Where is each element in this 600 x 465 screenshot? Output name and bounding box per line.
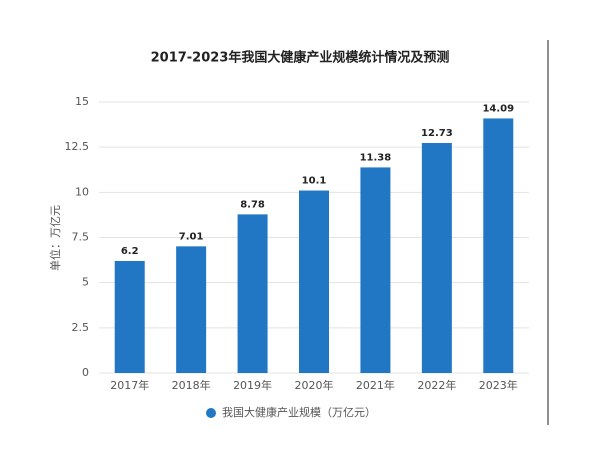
x-tick-label: 2019年	[233, 378, 272, 392]
legend-marker	[206, 408, 216, 418]
x-tick-label: 2018年	[172, 378, 211, 392]
y-tick-label: 5	[82, 276, 89, 289]
value-label: 7.01	[179, 231, 204, 242]
bar	[176, 246, 207, 373]
bar	[360, 167, 391, 373]
x-tick-label: 2023年	[479, 378, 518, 392]
x-tick-label: 2017年	[110, 378, 149, 392]
bar	[299, 190, 329, 373]
bar	[421, 143, 452, 373]
x-tick-label: 2020年	[295, 378, 334, 392]
bar	[114, 260, 145, 373]
x-tick-label: 2022年	[417, 378, 456, 392]
value-label: 14.09	[482, 103, 514, 114]
chart-title: 2017-2023年我国大健康产业规模统计情况及预测	[151, 50, 450, 66]
y-tick-label: 2.5	[72, 321, 90, 334]
y-tick-label: 0	[82, 366, 89, 379]
y-axis-label: 单位：万亿元	[48, 205, 62, 271]
bar	[237, 214, 268, 373]
value-label: 10.1	[302, 176, 327, 187]
value-label: 12.73	[421, 128, 453, 139]
bar	[483, 118, 514, 373]
value-label: 8.78	[240, 199, 265, 210]
y-tick-label: 12.5	[65, 140, 90, 153]
legend-label: 我国大健康产业规模（万亿元）	[222, 405, 376, 419]
y-tick-label: 7.5	[72, 231, 90, 244]
value-label: 11.38	[360, 152, 392, 163]
y-tick-label: 15	[75, 95, 89, 108]
value-label: 6.2	[121, 246, 139, 257]
y-tick-label: 10	[75, 185, 89, 198]
x-tick-label: 2021年	[356, 378, 395, 392]
